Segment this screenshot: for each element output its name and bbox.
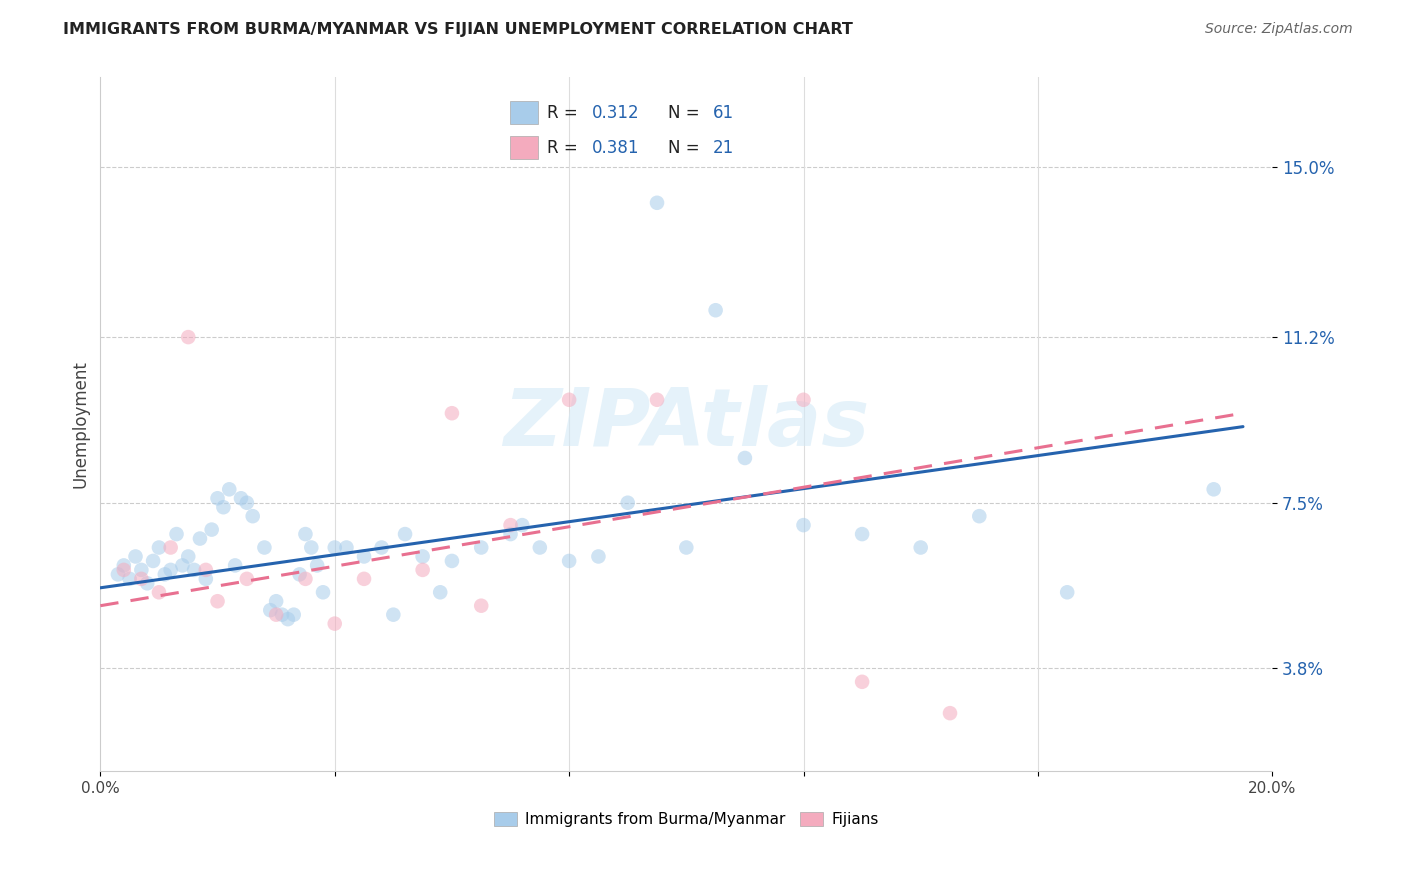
Point <box>323 541 346 555</box>
Text: R =: R = <box>547 139 583 157</box>
Point <box>294 572 316 586</box>
Point <box>510 518 533 533</box>
Point <box>264 594 287 608</box>
Point <box>136 576 159 591</box>
Point <box>242 509 264 524</box>
Point <box>229 491 252 506</box>
Point <box>588 549 610 564</box>
Text: R =: R = <box>547 103 583 121</box>
Point <box>207 594 229 608</box>
Bar <box>510 136 538 160</box>
Point <box>792 518 814 533</box>
Bar <box>510 101 538 124</box>
Point <box>429 585 451 599</box>
Point <box>201 523 224 537</box>
Point <box>288 567 311 582</box>
Text: N =: N = <box>668 139 704 157</box>
Point <box>118 572 141 586</box>
Point <box>675 541 697 555</box>
Point <box>1202 483 1225 497</box>
Point <box>159 541 181 555</box>
Point <box>370 541 392 555</box>
Text: ZIPAtlas: ZIPAtlas <box>503 385 869 464</box>
Point <box>939 706 962 721</box>
Text: IMMIGRANTS FROM BURMA/MYANMAR VS FIJIAN UNEMPLOYMENT CORRELATION CHART: IMMIGRANTS FROM BURMA/MYANMAR VS FIJIAN … <box>63 22 853 37</box>
Point <box>412 563 434 577</box>
Point <box>271 607 294 622</box>
Point <box>792 392 814 407</box>
Point <box>207 491 229 506</box>
Point <box>112 563 135 577</box>
Point <box>529 541 551 555</box>
Point <box>645 195 668 210</box>
Point <box>910 541 932 555</box>
Point <box>412 549 434 564</box>
Point <box>294 527 316 541</box>
Point <box>212 500 235 515</box>
Point <box>131 563 153 577</box>
Point <box>394 527 416 541</box>
Point <box>153 567 176 582</box>
Point <box>440 406 463 420</box>
Point <box>734 450 756 465</box>
Text: N =: N = <box>668 103 704 121</box>
Point <box>353 572 375 586</box>
Text: 21: 21 <box>713 139 734 157</box>
Point <box>704 303 727 318</box>
Point <box>470 541 492 555</box>
Point <box>851 527 873 541</box>
Point <box>107 567 129 582</box>
Point <box>259 603 281 617</box>
Point <box>264 607 287 622</box>
Text: 61: 61 <box>713 103 734 121</box>
Point <box>188 532 211 546</box>
Point <box>277 612 299 626</box>
Point <box>1056 585 1078 599</box>
Point <box>177 330 200 344</box>
Point <box>558 554 581 568</box>
Point <box>131 572 153 586</box>
Point <box>218 483 240 497</box>
Point <box>851 674 873 689</box>
Point <box>969 509 991 524</box>
Point <box>183 563 205 577</box>
Point <box>616 496 638 510</box>
Point <box>236 496 259 510</box>
Point <box>236 572 259 586</box>
Point <box>253 541 276 555</box>
Point <box>470 599 492 613</box>
Text: 0.381: 0.381 <box>592 139 640 157</box>
Point <box>159 563 181 577</box>
Point <box>124 549 146 564</box>
Point <box>335 541 357 555</box>
Point <box>440 554 463 568</box>
Point <box>194 563 217 577</box>
Point <box>112 558 135 573</box>
Point <box>224 558 246 573</box>
Point <box>166 527 188 541</box>
Point <box>558 392 581 407</box>
Point <box>307 558 329 573</box>
Point <box>323 616 346 631</box>
Point <box>382 607 405 622</box>
Y-axis label: Unemployment: Unemployment <box>72 360 89 488</box>
Point <box>499 518 522 533</box>
Point <box>177 549 200 564</box>
Text: Source: ZipAtlas.com: Source: ZipAtlas.com <box>1205 22 1353 37</box>
Point <box>283 607 305 622</box>
Text: 0.312: 0.312 <box>592 103 640 121</box>
Point <box>645 392 668 407</box>
Point <box>299 541 322 555</box>
Legend: Immigrants from Burma/Myanmar, Fijians: Immigrants from Burma/Myanmar, Fijians <box>488 805 884 833</box>
Point <box>194 572 217 586</box>
Point <box>312 585 335 599</box>
Point <box>142 554 165 568</box>
Point <box>499 527 522 541</box>
Point <box>172 558 194 573</box>
Point <box>148 585 170 599</box>
Point <box>353 549 375 564</box>
Point <box>148 541 170 555</box>
